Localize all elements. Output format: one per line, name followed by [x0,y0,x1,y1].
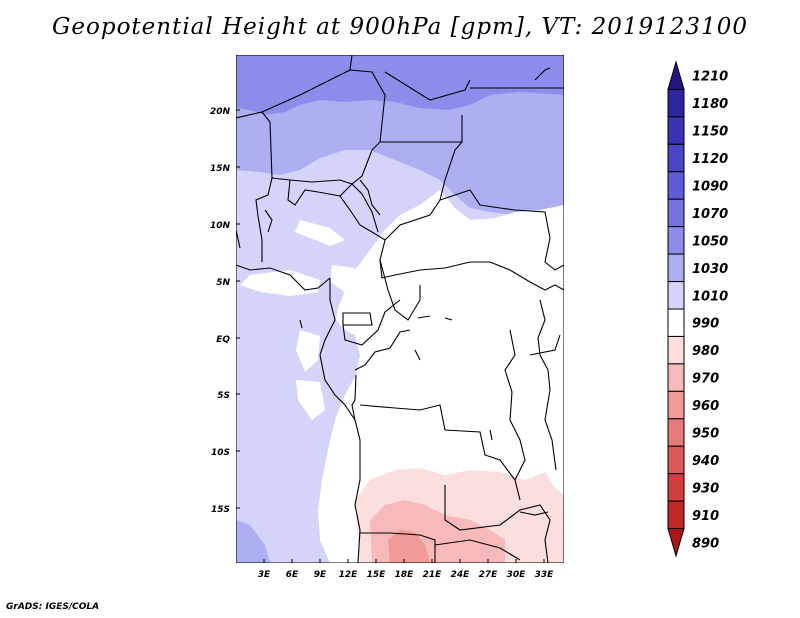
latitude-axis: 20N 15N 10N 5N EQ 5S 10S 15S [210,107,231,515]
colorbar-cell [667,363,685,392]
lon-label: 9E [314,570,327,580]
height-band-1050 [236,55,564,115]
lon-label: 27E [479,570,499,580]
lon-label: 33E [535,570,555,580]
colorbar: 1210 1180 1150 1120 1090 1070 1050 1030 1010 990 9… [667,60,728,558]
lat-label: 10N [210,221,231,231]
colorbar-cell [667,171,685,200]
colorbar-cell [667,226,685,255]
colorbar-label: 950 [692,427,719,442]
colorbar-cell [667,253,685,283]
lon-label: 21E [423,570,443,580]
colorbar-cell [667,445,685,475]
colorbar-label: 1120 [692,152,728,167]
colorbar-cell [667,473,685,502]
lon-label: 12E [339,570,359,580]
colorbar-label: 910 [692,509,719,524]
lon-label: 3E [258,570,271,580]
credit-text: GrADS: IGES/COLA [6,602,100,612]
colorbar-label: 1090 [692,180,728,195]
lat-label: 10S [211,448,230,458]
colorbar-label: 1070 [692,207,728,222]
height-band-990 [318,190,564,563]
colorbar-label: 930 [692,481,719,496]
colorbar-cell [667,500,685,530]
colorbar-label: 1150 [692,125,728,140]
country-borders [236,55,564,563]
colorbar-label: 970 [692,372,719,387]
colorbar-label: 960 [692,399,719,414]
colorbar-cell [667,281,685,310]
map-panel [236,55,564,563]
colorbar-cell [667,116,685,145]
longitude-axis: 3E 6E 9E 12E 15E 18E 21E 24E 27E 30E 33E [258,570,554,580]
colorbar-label: 1180 [692,97,728,112]
lat-label: EQ [216,335,230,345]
height-band-960 [388,530,430,563]
lon-label: 6E [286,570,299,580]
colorbar-label: 1030 [692,262,728,277]
lat-label: 15S [211,505,230,515]
colorbar-cell [667,143,685,173]
colorbar-cell [667,528,685,558]
colorbar-cell [667,418,685,447]
colorbar-label: 940 [692,454,719,469]
colorbar-label: 890 [692,536,719,551]
chart-title: Geopotential Height at 900hPa [gpm], VT:… [52,14,748,40]
colorbar-cell [667,390,685,420]
colorbar-cell [667,198,685,228]
lon-label: 24E [451,570,471,580]
colorbar-label: 1210 [692,70,728,85]
lat-label: 20N [210,107,231,117]
lon-label: 15E [367,570,387,580]
lon-label: 30E [507,570,527,580]
lat-label: 5N [216,278,230,288]
colorbar-cell [667,88,685,118]
colorbar-cell [667,60,685,90]
lat-label: 15N [210,164,231,174]
colorbar-label: 1010 [692,289,728,304]
colorbar-cell [667,308,685,337]
lon-label: 18E [395,570,415,580]
colorbar-label: 990 [692,317,719,332]
lat-label: 5S [217,391,230,401]
colorbar-cell [667,335,685,365]
colorbar-label: 1050 [692,234,728,249]
colorbar-label: 980 [692,344,719,359]
